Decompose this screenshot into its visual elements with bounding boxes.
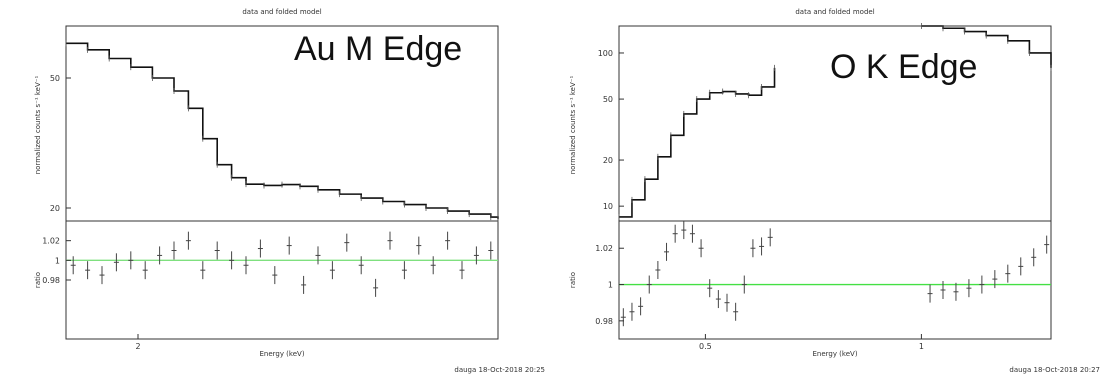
footer-right: dauga 18-Oct-2018 20:27 (1009, 366, 1100, 374)
y-tick-label: 1.02 (42, 237, 60, 246)
chart-title: data and folded model (795, 8, 874, 16)
y-tick-label: 0.98 (42, 276, 60, 285)
y-axis-label-bottom: ratio (569, 272, 577, 288)
x-tick-label: 0.5 (699, 342, 712, 351)
x-tick-label: 1 (919, 342, 924, 351)
x-axis-label: Energy (keV) (812, 350, 857, 358)
y-tick-label: 50 (603, 95, 613, 104)
y-tick-label: 1 (55, 256, 60, 265)
y-tick-label: 1.02 (595, 244, 613, 253)
y-axis-label-bottom: ratio (34, 272, 42, 288)
bottom-plot-frame (618, 220, 1052, 340)
footer-left: dauga 18-Oct-2018 20:25 (454, 366, 545, 374)
y-tick-label: 20 (603, 156, 613, 165)
y-tick-label: 50 (50, 74, 60, 83)
chart-o-k-edge: data and folded model O K Edge normalize… (569, 8, 1052, 358)
y-axis-label-top: normalized counts s⁻¹ keV⁻¹ (569, 76, 577, 175)
y-tick-label: 10 (603, 202, 613, 211)
x-tick-label: 2 (135, 342, 140, 351)
y-axis-label-top: normalized counts s⁻¹ keV⁻¹ (34, 76, 42, 175)
y-tick-label: 100 (598, 49, 613, 58)
bottom-plot-frame (65, 220, 499, 340)
edge-annotation: O K Edge (830, 48, 977, 86)
chart-au-m-edge: data and folded model Au M Edge normaliz… (34, 8, 499, 358)
y-tick-label: 1 (608, 281, 613, 290)
chart-marks: 2 50 20 1.02 1 0.98 (42, 40, 499, 351)
y-tick-label: 20 (50, 204, 60, 213)
model-line-0 (619, 67, 776, 218)
y-tick-label: 0.98 (595, 317, 613, 326)
chart-title: data and folded model (242, 8, 321, 16)
edge-annotation: Au M Edge (294, 30, 462, 68)
chart-marks: 0.5 1 100 50 20 10 1.02 1 0.98 (595, 23, 1052, 351)
x-axis-label: Energy (keV) (259, 350, 304, 358)
